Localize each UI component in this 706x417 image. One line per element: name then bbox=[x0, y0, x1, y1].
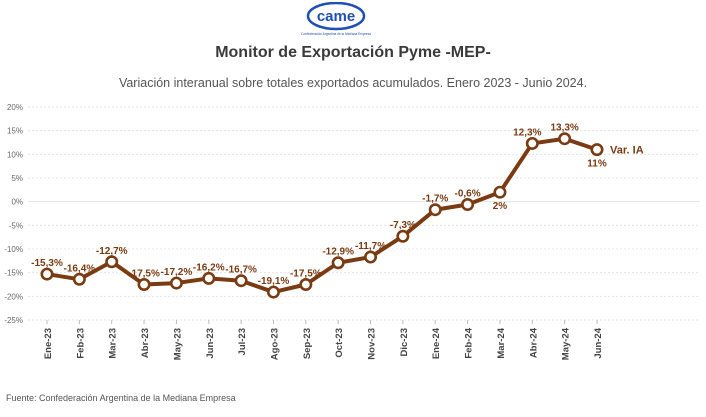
x-tick-label: May-23 bbox=[172, 328, 183, 360]
x-tick-label: Dic-23 bbox=[399, 328, 410, 357]
data-label: -17,5% bbox=[128, 269, 160, 280]
y-tick-label: 15% bbox=[7, 127, 23, 136]
data-label: -7,3% bbox=[390, 220, 416, 231]
x-tick-label: May-24 bbox=[561, 327, 572, 360]
data-point bbox=[266, 285, 280, 299]
y-tick-label: 0% bbox=[11, 198, 23, 207]
data-labels: -15,3% -16,4%-12,7%-17,5% -17,2% -16,2% -16,… bbox=[31, 123, 607, 287]
data-point bbox=[72, 272, 86, 286]
data-point bbox=[525, 136, 539, 150]
line-chart: 20% 15% 10% 5% 0% -5% -10% -15% -20% -25% Ene-23 F… bbox=[4, 103, 700, 360]
data-label: 2% bbox=[493, 201, 508, 212]
data-point bbox=[299, 277, 313, 291]
data-point bbox=[428, 203, 442, 217]
data-label: -12,9% bbox=[322, 247, 354, 258]
series-line bbox=[45, 136, 599, 295]
data-label: -15,3% bbox=[31, 258, 63, 269]
source-note: Fuente: Confederación Argentina de la Me… bbox=[6, 393, 236, 403]
x-tick-label: Jun-24 bbox=[593, 327, 604, 358]
x-tick-label: Ene-23 bbox=[43, 328, 54, 359]
data-point bbox=[364, 250, 378, 264]
x-tick-label: Jul-23 bbox=[237, 328, 248, 355]
series-name-label: Var. IA bbox=[610, 145, 644, 157]
data-point bbox=[202, 271, 216, 285]
came-logo: came Confederación Argentina de la Media… bbox=[301, 2, 371, 36]
data-point bbox=[105, 255, 119, 269]
data-label: 11% bbox=[587, 159, 607, 170]
chart-title: Monitor de Exportación Pyme -MEP- bbox=[215, 44, 491, 61]
data-label: -19,1% bbox=[258, 276, 290, 287]
data-point bbox=[40, 267, 54, 281]
chart-subtitle: Variación interanual sobre totales expor… bbox=[118, 76, 588, 90]
series-end-label: Var. IA bbox=[610, 145, 644, 157]
x-tick-label: Abr-23 bbox=[140, 328, 151, 358]
x-tick-label: Feb-24 bbox=[464, 327, 475, 358]
x-tick-label: Jun-23 bbox=[205, 328, 216, 359]
x-tick-label: Nov-23 bbox=[367, 328, 378, 360]
x-tick-label: Abr-24 bbox=[528, 327, 539, 358]
x-tick-label: Feb-23 bbox=[75, 328, 86, 359]
x-tick-label: Mar-23 bbox=[108, 328, 119, 359]
data-label: 13,3% bbox=[550, 123, 578, 134]
data-label: -1,7% bbox=[422, 194, 448, 205]
y-tick-label: -5% bbox=[9, 221, 23, 230]
data-point bbox=[461, 198, 475, 212]
x-tick-label: Oct-23 bbox=[334, 328, 345, 358]
x-tick-label: Ene-24 bbox=[431, 327, 442, 359]
y-tick-label: 20% bbox=[7, 103, 23, 112]
data-point bbox=[137, 277, 151, 291]
data-point bbox=[169, 276, 183, 290]
y-tick-label: -15% bbox=[4, 269, 23, 278]
y-tick-label: 10% bbox=[7, 150, 23, 159]
data-label: -12,7% bbox=[96, 246, 128, 257]
data-label: -17,5% bbox=[290, 269, 322, 280]
data-label: 12,3% bbox=[513, 127, 541, 138]
chart-grid bbox=[28, 106, 700, 321]
data-label: -16,4% bbox=[64, 263, 96, 274]
data-point bbox=[493, 185, 507, 199]
x-tick-label: Ago-23 bbox=[269, 328, 280, 360]
series-layer bbox=[40, 132, 604, 299]
data-label: -16,2% bbox=[193, 262, 225, 273]
x-tick-label: Sep-23 bbox=[302, 328, 313, 359]
data-label: -16,7% bbox=[225, 265, 257, 276]
data-point bbox=[331, 256, 345, 270]
y-tick-label: 5% bbox=[11, 174, 23, 183]
x-axis: Ene-23 Feb-23 Mar-23 Abr-23 May-23 Jun-23 Jul-… bbox=[43, 320, 604, 360]
logo-tagline: Confederación Argentina de la Mediana Em… bbox=[301, 32, 371, 36]
data-label: -0,6% bbox=[455, 189, 481, 200]
data-point bbox=[590, 143, 604, 157]
data-point bbox=[558, 132, 572, 146]
y-tick-label: -10% bbox=[4, 245, 23, 254]
y-tick-label: -25% bbox=[4, 316, 23, 325]
data-label: -17,2% bbox=[161, 267, 193, 278]
x-tick-label: Mar-24 bbox=[496, 327, 507, 358]
data-point bbox=[234, 274, 248, 288]
data-label: -11,7% bbox=[355, 241, 386, 252]
y-tick-label: -20% bbox=[4, 292, 23, 301]
logo-wordmark: came bbox=[317, 8, 355, 25]
y-axis: 20% 15% 10% 5% 0% -5% -10% -15% -20% -25% bbox=[4, 103, 23, 325]
data-point bbox=[396, 229, 410, 243]
